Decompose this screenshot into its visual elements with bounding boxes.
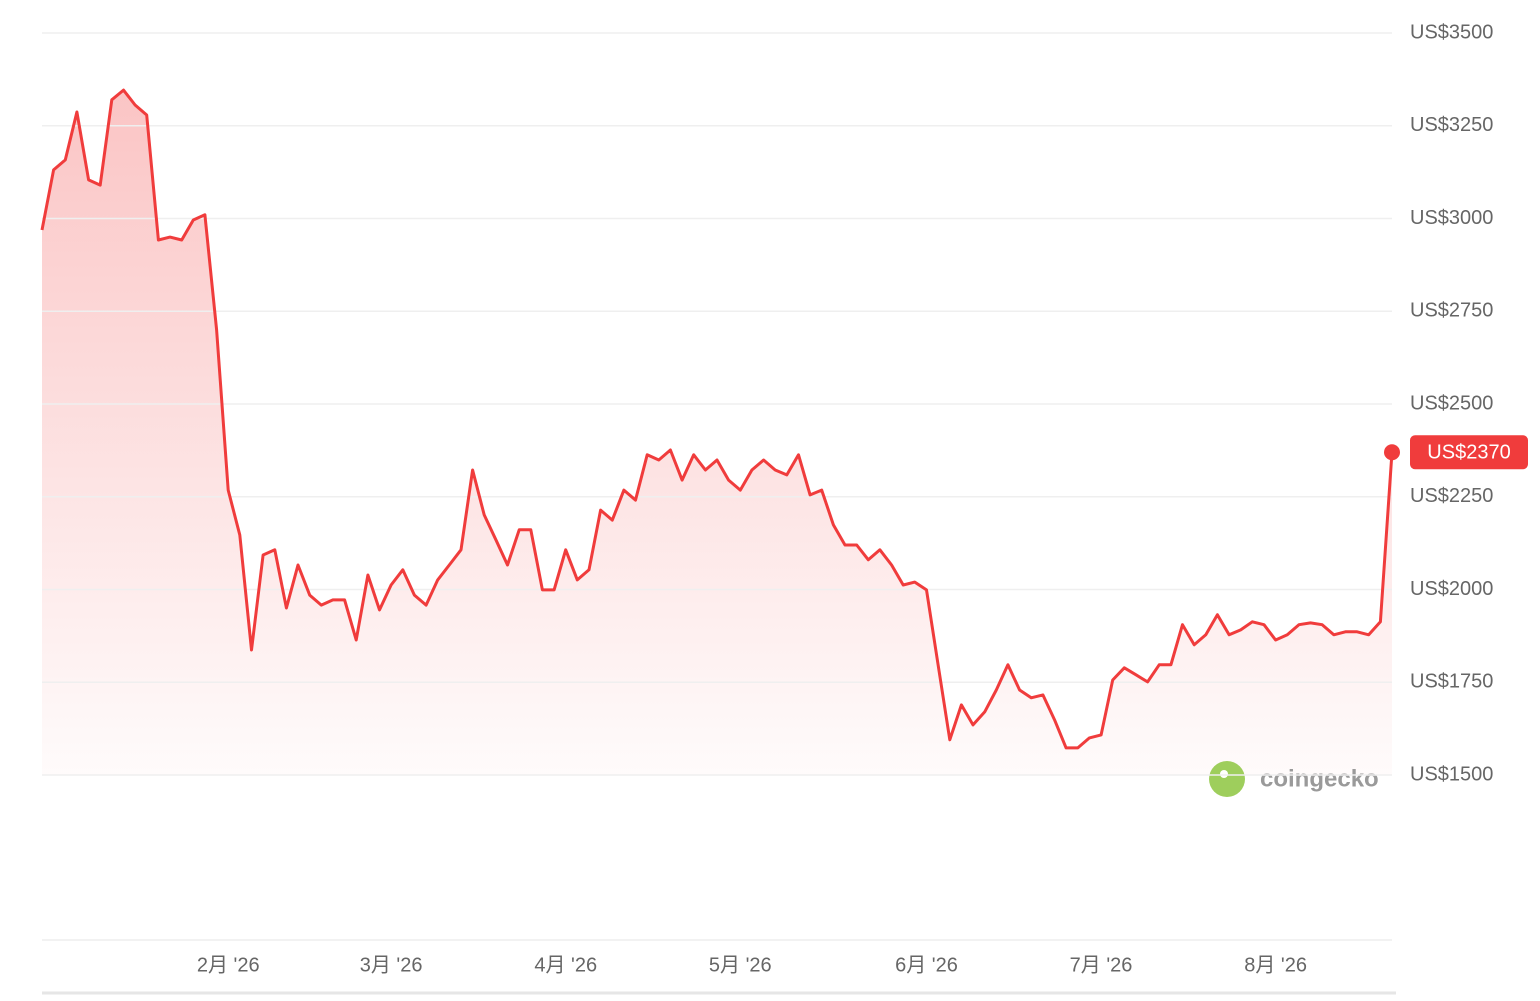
line	[40, 88, 1394, 750]
y-tick-label: US$2250	[1410, 485, 1493, 507]
y-tick-label: US$2500	[1410, 392, 1493, 414]
x-tick-label: 6月 '26	[895, 954, 958, 976]
area	[42, 90, 1392, 776]
y-tick-label: US$1750	[1410, 671, 1493, 693]
x-tick-label: 4月 '26	[534, 954, 597, 976]
y-tick-label: US$2000	[1410, 578, 1493, 600]
x-tick-label: 5月 '26	[709, 954, 772, 976]
y-tick-label: US$3250	[1410, 114, 1493, 136]
x-tick-label: 3月 '26	[360, 954, 423, 976]
x-tick-label: 2月 '26	[197, 954, 260, 976]
y-tick-label: US$3500	[1410, 21, 1493, 43]
x-tick-label: 8月 '26	[1244, 954, 1307, 976]
watermark-logo-eye	[1220, 770, 1228, 778]
last-point	[1384, 444, 1400, 461]
y-tick-label: US$3000	[1410, 207, 1493, 229]
price-label-box	[1410, 435, 1528, 470]
y-tick-label: US$1500	[1410, 763, 1493, 785]
x-tick-label: 7月 '26	[1070, 954, 1133, 976]
y-tick-label: US$2750	[1410, 300, 1493, 322]
price-label: US$2370	[1427, 442, 1510, 464]
watermark: coingecko	[1260, 765, 1379, 792]
watermark-logo	[1209, 761, 1245, 797]
